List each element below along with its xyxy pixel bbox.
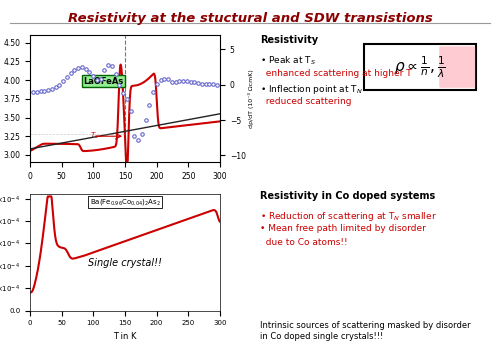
Text: due to Co atoms!!: due to Co atoms!!: [260, 238, 348, 247]
X-axis label: T in K: T in K: [113, 332, 137, 341]
Text: $T_s$: $T_s$: [90, 131, 99, 141]
Text: Resistivity at the stuctural and SDW transistions: Resistivity at the stuctural and SDW tra…: [68, 12, 432, 25]
Text: $\rho \propto \frac{1}{n},\frac{1}{\lambda}$: $\rho \propto \frac{1}{n},\frac{1}{\lamb…: [394, 54, 446, 80]
Text: • Inflection point at T$_N$: • Inflection point at T$_N$: [260, 83, 362, 96]
Text: Intrinsic sources of scattering masked by disorder
in Co doped single crystals!!: Intrinsic sources of scattering masked b…: [260, 321, 470, 341]
Text: Ba(Fe$_{0.96}$Co$_{0.04}$)$_2$As$_2$: Ba(Fe$_{0.96}$Co$_{0.04}$)$_2$As$_2$: [90, 197, 160, 207]
Text: LaOFeAs: LaOFeAs: [83, 77, 124, 85]
Text: Resistivity in Co doped systems: Resistivity in Co doped systems: [260, 191, 435, 201]
Text: • Mean free path limited by disorder: • Mean free path limited by disorder: [260, 224, 426, 233]
Y-axis label: dρ/dT (10⁻³ ΩcmK): dρ/dT (10⁻³ ΩcmK): [248, 70, 254, 128]
Text: enhanced scattering at higher T: enhanced scattering at higher T: [260, 69, 412, 78]
Text: Single crystal!!: Single crystal!!: [88, 258, 162, 268]
Text: • Peak at T$_S$: • Peak at T$_S$: [260, 55, 316, 67]
Text: Resistivity: Resistivity: [260, 35, 318, 45]
FancyBboxPatch shape: [439, 46, 475, 88]
Text: reduced scattering: reduced scattering: [260, 97, 352, 106]
FancyBboxPatch shape: [364, 44, 476, 90]
Text: • Reduction of scattering at T$_N$ smaller: • Reduction of scattering at T$_N$ small…: [260, 210, 437, 223]
